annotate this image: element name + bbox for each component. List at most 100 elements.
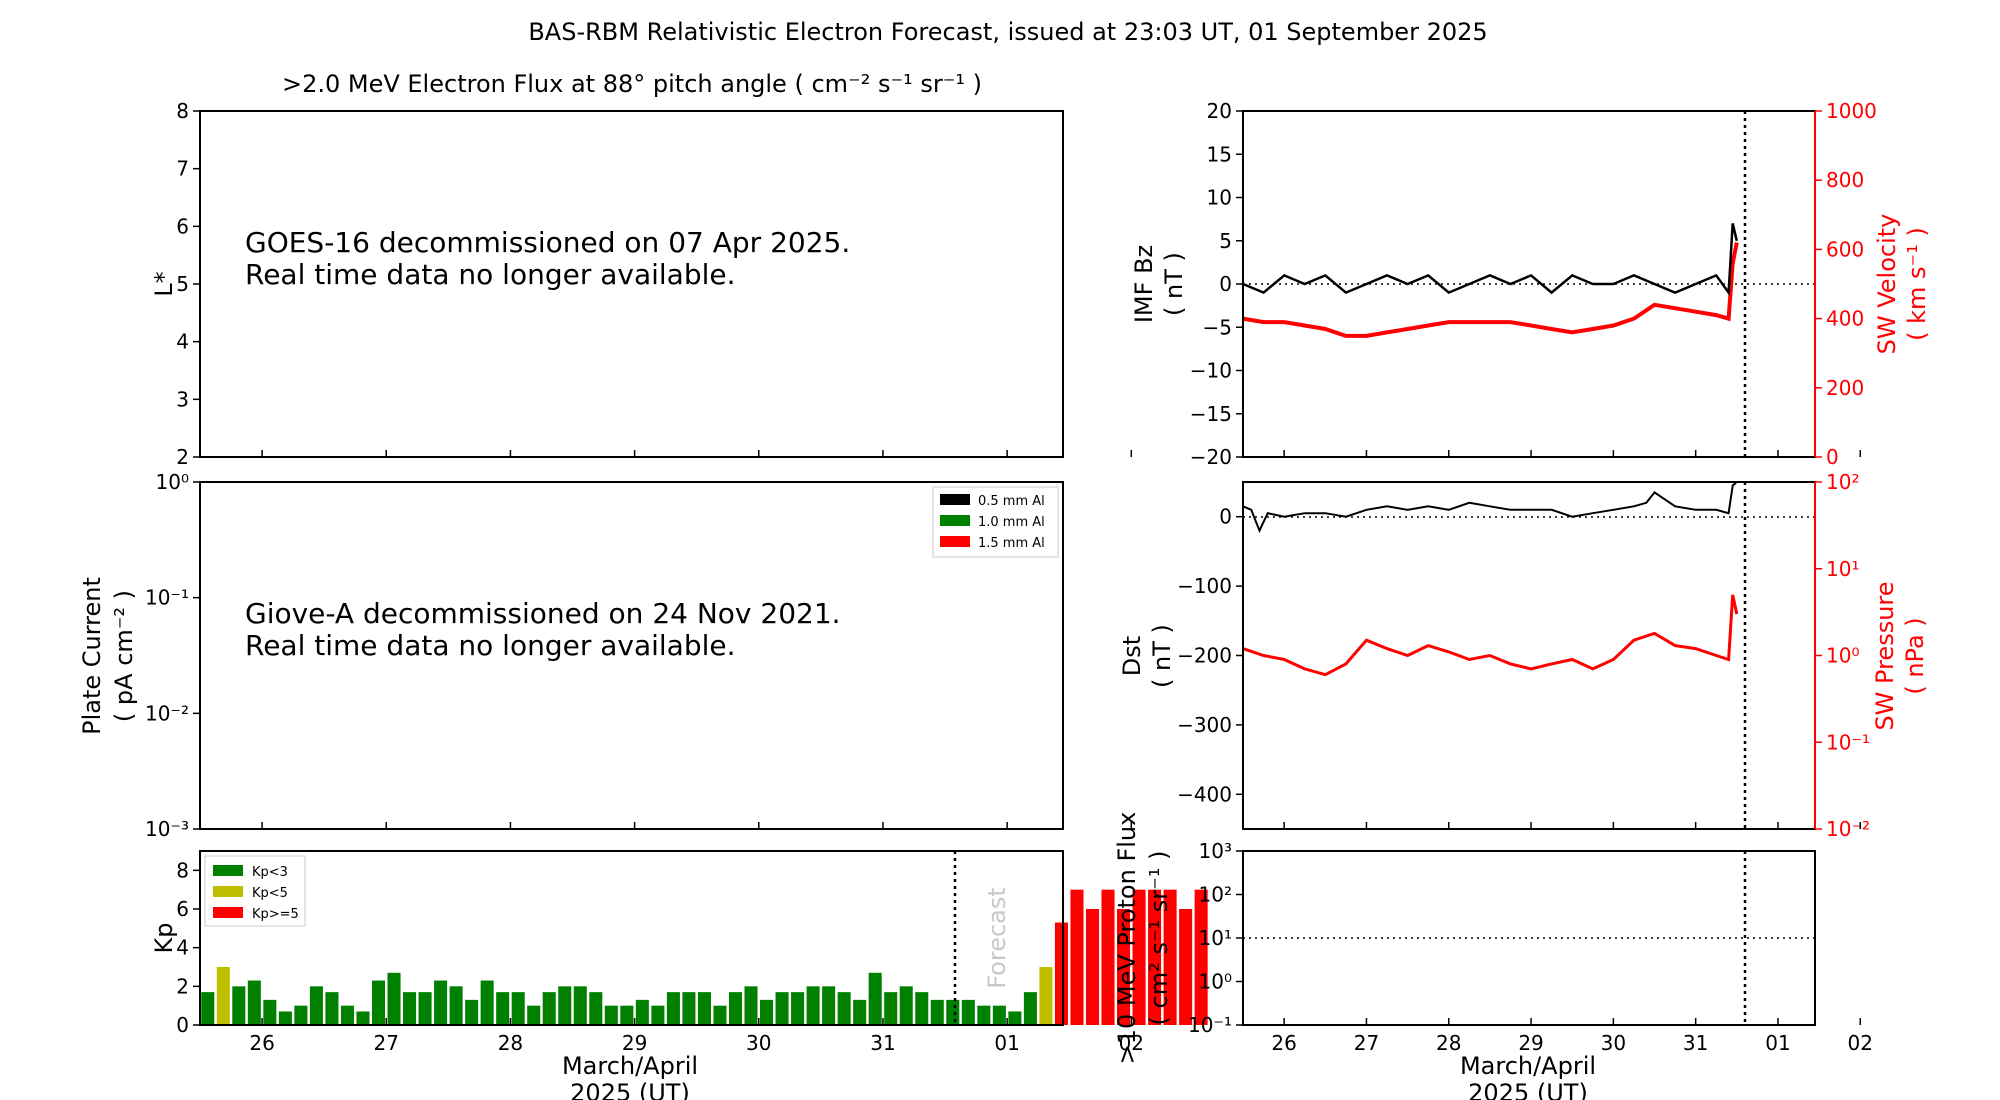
kp-bar [589, 992, 603, 1025]
kp-bar [651, 1005, 665, 1025]
proton-panel: 10⁻¹ 10⁰ 10¹ 10² 10³ 26 27 28 29 30 31 01 02 >10 Me… [1113, 812, 1873, 1100]
proton-x-tick-label: 26 [1271, 1031, 1296, 1055]
kp-bar [620, 1005, 634, 1025]
imf-y-tick-label: −15 [1190, 402, 1232, 426]
dst-lines [1242, 481, 1739, 677]
kp-bar [527, 1005, 541, 1025]
kp-y-tick-label: 6 [176, 897, 189, 921]
proton-x-tick-label: 31 [1683, 1031, 1708, 1055]
kp-bar [558, 986, 572, 1025]
kp-bar [1163, 889, 1177, 1025]
imf-y-tick-label: 10 [1207, 186, 1232, 210]
kp-bar [465, 999, 479, 1025]
kp-bar [1179, 909, 1193, 1025]
kp-bar [1148, 889, 1162, 1025]
kp-legend-swatch-1 [213, 886, 243, 897]
electron-ylabel: L* [150, 271, 178, 296]
proton-x-tick-label: 28 [1436, 1031, 1461, 1055]
sw-pressure-line [1242, 594, 1739, 677]
kp-x-tick-label: 02 [1119, 1031, 1144, 1055]
kp-bar [294, 1005, 308, 1025]
kp-bar [682, 992, 696, 1025]
dst-y-tick-label: −400 [1177, 782, 1232, 806]
dst-y-tick-label: −200 [1177, 644, 1232, 668]
electron-y-ticks: 2 3 4 5 6 7 8 [176, 99, 200, 469]
kp-bar [791, 992, 805, 1025]
imf-y-tick-label: 15 [1207, 142, 1232, 166]
kp-bar [977, 1005, 991, 1025]
imf-y2label-line2: ( km s⁻¹ ) [1903, 227, 1931, 341]
proton-y-ticks: 10⁻¹ 10⁰ 10¹ 10² 10³ [1188, 839, 1243, 1037]
kp-bar [418, 992, 432, 1025]
kp-bar [915, 992, 929, 1025]
kp-bar [822, 986, 836, 1025]
kp-bar [930, 999, 944, 1025]
imf-x-ticks [1283, 450, 1862, 457]
kp-bar [961, 999, 975, 1025]
kp-panel-frame [199, 850, 1064, 1026]
imf-panel: −20 −15 −10 −5 0 5 10 15 20 0 200 400 600 800 1000 IM… [1130, 99, 1931, 469]
imf-y2-tick-label: 400 [1826, 307, 1864, 331]
kp-bar [480, 980, 494, 1025]
imf-y2-tick-label: 800 [1826, 168, 1864, 192]
kp-bar [449, 986, 463, 1025]
kp-bar [309, 986, 323, 1025]
kp-bar [216, 967, 230, 1025]
kp-bar [837, 992, 851, 1025]
kp-x-tick-label: 28 [498, 1031, 523, 1055]
kp-bar [899, 986, 913, 1025]
kp-bar [992, 1005, 1006, 1025]
kp-legend-label-1: Kp<5 [252, 886, 288, 901]
dst-y2-ticks: 10⁻² 10⁻¹ 10⁰ 10¹ 10² [1815, 470, 1870, 841]
dst-y2-tick-label: 10⁰ [1826, 644, 1859, 668]
kp-bar [325, 992, 339, 1025]
plate-message-line2: Real time data no longer available. [245, 629, 736, 662]
figure-title: BAS-RBM Relativistic Electron Forecast, … [528, 18, 1487, 46]
kp-bars [201, 889, 1208, 1025]
kp-bar [511, 992, 525, 1025]
kp-x-tick-label: 26 [249, 1031, 274, 1055]
kp-bar [201, 992, 215, 1025]
kp-legend-label-2: Kp>=5 [252, 907, 299, 922]
plate-legend-swatch-1 [940, 515, 970, 526]
dst-y-ticks: −400 −300 −200 −100 0 [1177, 505, 1243, 806]
imf-y2-tick-label: 200 [1826, 376, 1864, 400]
proton-y-tick-label: 10³ [1199, 839, 1232, 863]
dst-ylabel-line2: ( nT ) [1148, 624, 1176, 688]
electron-flux-panel: >2.0 MeV Electron Flux at 88° pitch angl… [150, 70, 1133, 469]
kp-bar [371, 980, 386, 1025]
kp-legend-label-0: Kp<3 [252, 865, 288, 880]
electron-y-tick-label: 2 [176, 445, 189, 469]
kp-bar [666, 992, 680, 1025]
kp-bar [1117, 909, 1131, 1025]
kp-y-tick-label: 8 [176, 858, 189, 882]
imf-bz-line [1242, 223, 1739, 297]
electron-message-line2: Real time data no longer available. [245, 258, 736, 291]
electron-y-tick-label: 3 [176, 387, 189, 411]
dst-y-tick-label: 0 [1219, 505, 1232, 529]
plate-y-tick-label: 10⁰ [156, 470, 189, 494]
kp-bar [635, 999, 649, 1025]
plate-ylabel-line1: Plate Current [78, 577, 106, 735]
kp-bar [853, 999, 867, 1025]
kp-bar [542, 992, 556, 1025]
proton-ylabel-line2: ( cm² s⁻¹ sr⁻¹ ) [1145, 851, 1173, 1026]
kp-bar [1008, 1011, 1022, 1025]
imf-y2-ticks: 0 200 400 600 800 1000 [1815, 99, 1877, 469]
imf-y2-tick-label: 1000 [1826, 99, 1877, 123]
kp-bar [713, 1005, 727, 1025]
imf-y2-tick-label: 600 [1826, 237, 1864, 261]
imf-lines [1242, 223, 1739, 338]
plate-legend-label-2: 1.5 mm Al [978, 536, 1045, 551]
kp-bar [884, 992, 898, 1025]
kp-xlabel-line1: March/April [562, 1052, 698, 1080]
dst-y2label-line2: ( nPa ) [1901, 617, 1929, 694]
dst-y2-tick-label: 10⁻¹ [1826, 730, 1870, 754]
dst-y2label-line1: SW Pressure [1871, 581, 1899, 730]
kp-x-tick-label: 30 [746, 1031, 771, 1055]
plate-message-line1: Giove-A decommissioned on 24 Nov 2021. [245, 597, 841, 630]
electron-message-line1: GOES-16 decommissioned on 07 Apr 2025. [245, 226, 850, 259]
kp-bar [604, 1005, 618, 1025]
kp-bar [1070, 889, 1084, 1025]
plate-y-ticks: 10⁻³ 10⁻² 10⁻¹ 10⁰ [145, 470, 200, 841]
